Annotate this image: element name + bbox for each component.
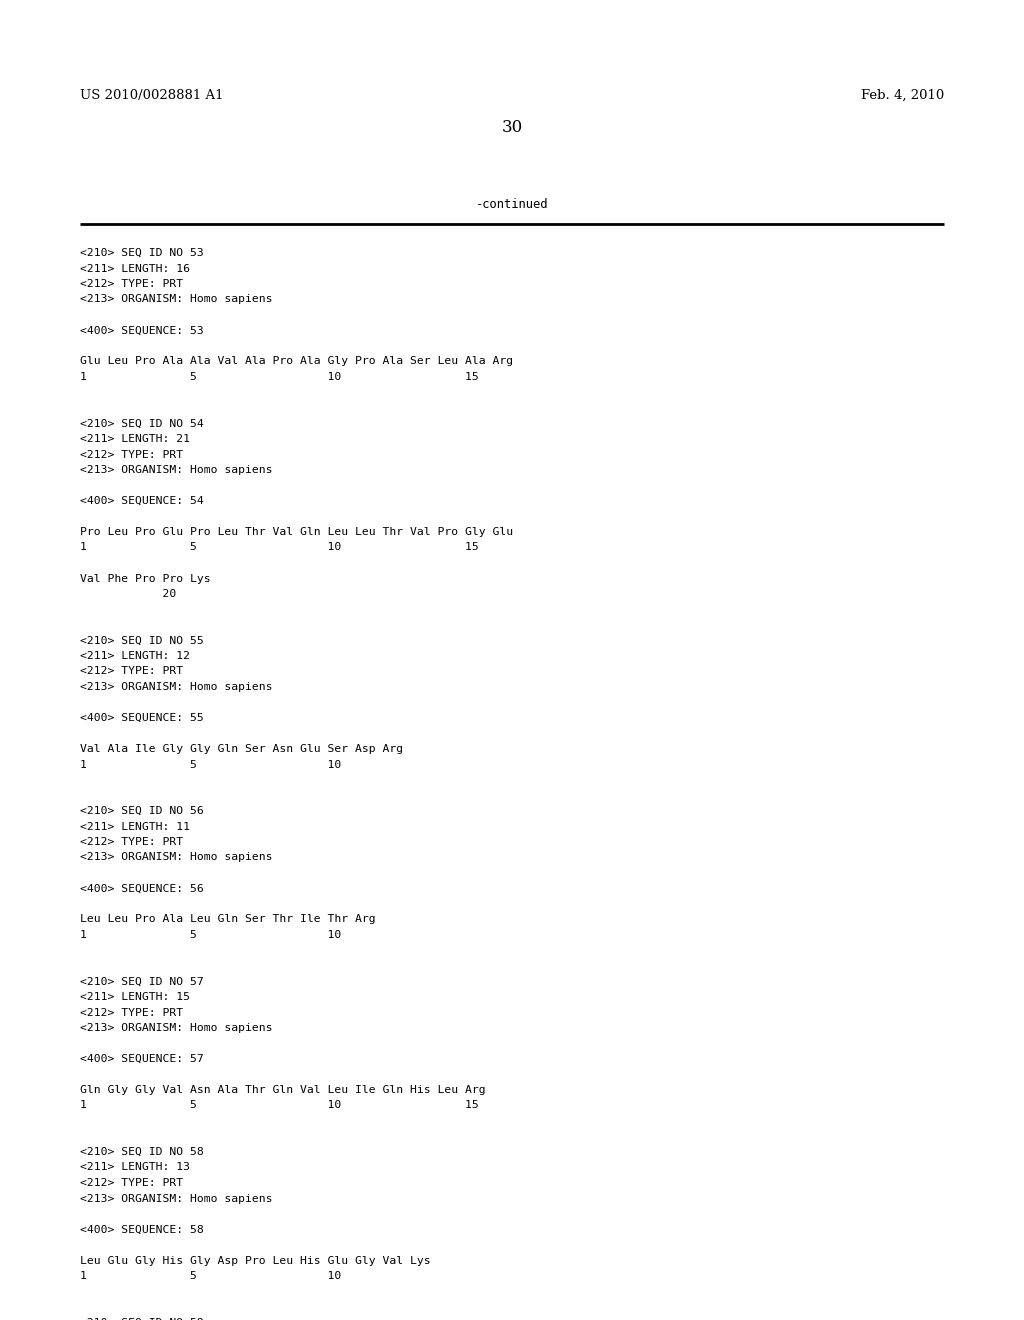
Text: Feb. 4, 2010: Feb. 4, 2010 bbox=[861, 88, 944, 102]
Text: <210> SEQ ID NO 53: <210> SEQ ID NO 53 bbox=[80, 248, 204, 257]
Text: <212> TYPE: PRT: <212> TYPE: PRT bbox=[80, 837, 183, 847]
Text: 1               5                   10                  15: 1 5 10 15 bbox=[80, 543, 479, 553]
Text: <213> ORGANISM: Homo sapiens: <213> ORGANISM: Homo sapiens bbox=[80, 853, 272, 862]
Text: <210> SEQ ID NO 56: <210> SEQ ID NO 56 bbox=[80, 807, 204, 816]
Text: 30: 30 bbox=[502, 120, 522, 136]
Text: 1               5                   10                  15: 1 5 10 15 bbox=[80, 372, 479, 381]
Text: 1               5                   10: 1 5 10 bbox=[80, 759, 341, 770]
Text: <213> ORGANISM: Homo sapiens: <213> ORGANISM: Homo sapiens bbox=[80, 465, 272, 475]
Text: US 2010/0028881 A1: US 2010/0028881 A1 bbox=[80, 88, 223, 102]
Text: <213> ORGANISM: Homo sapiens: <213> ORGANISM: Homo sapiens bbox=[80, 1023, 272, 1034]
Text: <212> TYPE: PRT: <212> TYPE: PRT bbox=[80, 667, 183, 676]
Text: <211> LENGTH: 16: <211> LENGTH: 16 bbox=[80, 264, 190, 273]
Text: <211> LENGTH: 13: <211> LENGTH: 13 bbox=[80, 1163, 190, 1172]
Text: Leu Glu Gly His Gly Asp Pro Leu His Glu Gly Val Lys: Leu Glu Gly His Gly Asp Pro Leu His Glu … bbox=[80, 1255, 431, 1266]
Text: <211> LENGTH: 11: <211> LENGTH: 11 bbox=[80, 821, 190, 832]
Text: <213> ORGANISM: Homo sapiens: <213> ORGANISM: Homo sapiens bbox=[80, 682, 272, 692]
Text: <210> SEQ ID NO 54: <210> SEQ ID NO 54 bbox=[80, 418, 204, 429]
Text: Val Ala Ile Gly Gly Gln Ser Asn Glu Ser Asp Arg: Val Ala Ile Gly Gly Gln Ser Asn Glu Ser … bbox=[80, 744, 403, 754]
Text: <212> TYPE: PRT: <212> TYPE: PRT bbox=[80, 279, 183, 289]
Text: Glu Leu Pro Ala Ala Val Ala Pro Ala Gly Pro Ala Ser Leu Ala Arg: Glu Leu Pro Ala Ala Val Ala Pro Ala Gly … bbox=[80, 356, 513, 367]
Text: -continued: -continued bbox=[476, 198, 548, 210]
Text: 1               5                   10: 1 5 10 bbox=[80, 931, 341, 940]
Text: <211> LENGTH: 15: <211> LENGTH: 15 bbox=[80, 993, 190, 1002]
Text: <400> SEQUENCE: 57: <400> SEQUENCE: 57 bbox=[80, 1053, 204, 1064]
Text: <213> ORGANISM: Homo sapiens: <213> ORGANISM: Homo sapiens bbox=[80, 294, 272, 305]
Text: <400> SEQUENCE: 58: <400> SEQUENCE: 58 bbox=[80, 1225, 204, 1234]
Text: Leu Leu Pro Ala Leu Gln Ser Thr Ile Thr Arg: Leu Leu Pro Ala Leu Gln Ser Thr Ile Thr … bbox=[80, 915, 376, 924]
Text: <210> SEQ ID NO 57: <210> SEQ ID NO 57 bbox=[80, 977, 204, 986]
Text: <212> TYPE: PRT: <212> TYPE: PRT bbox=[80, 450, 183, 459]
Text: <400> SEQUENCE: 56: <400> SEQUENCE: 56 bbox=[80, 883, 204, 894]
Text: <213> ORGANISM: Homo sapiens: <213> ORGANISM: Homo sapiens bbox=[80, 1193, 272, 1204]
Text: <400> SEQUENCE: 55: <400> SEQUENCE: 55 bbox=[80, 713, 204, 723]
Text: <210> SEQ ID NO 58: <210> SEQ ID NO 58 bbox=[80, 1147, 204, 1158]
Text: Gln Gly Gly Val Asn Ala Thr Gln Val Leu Ile Gln His Leu Arg: Gln Gly Gly Val Asn Ala Thr Gln Val Leu … bbox=[80, 1085, 485, 1096]
Text: <400> SEQUENCE: 54: <400> SEQUENCE: 54 bbox=[80, 496, 204, 506]
Text: <400> SEQUENCE: 53: <400> SEQUENCE: 53 bbox=[80, 326, 204, 335]
Text: <210> SEQ ID NO 59: <210> SEQ ID NO 59 bbox=[80, 1317, 204, 1320]
Text: 20: 20 bbox=[80, 589, 176, 599]
Text: <212> TYPE: PRT: <212> TYPE: PRT bbox=[80, 1007, 183, 1018]
Text: Val Phe Pro Pro Lys: Val Phe Pro Pro Lys bbox=[80, 573, 211, 583]
Text: 1               5                   10: 1 5 10 bbox=[80, 1271, 341, 1280]
Text: 1               5                   10                  15: 1 5 10 15 bbox=[80, 1101, 479, 1110]
Text: <211> LENGTH: 21: <211> LENGTH: 21 bbox=[80, 434, 190, 444]
Text: <211> LENGTH: 12: <211> LENGTH: 12 bbox=[80, 651, 190, 661]
Text: <212> TYPE: PRT: <212> TYPE: PRT bbox=[80, 1177, 183, 1188]
Text: Pro Leu Pro Glu Pro Leu Thr Val Gln Leu Leu Thr Val Pro Gly Glu: Pro Leu Pro Glu Pro Leu Thr Val Gln Leu … bbox=[80, 527, 513, 537]
Text: <210> SEQ ID NO 55: <210> SEQ ID NO 55 bbox=[80, 635, 204, 645]
